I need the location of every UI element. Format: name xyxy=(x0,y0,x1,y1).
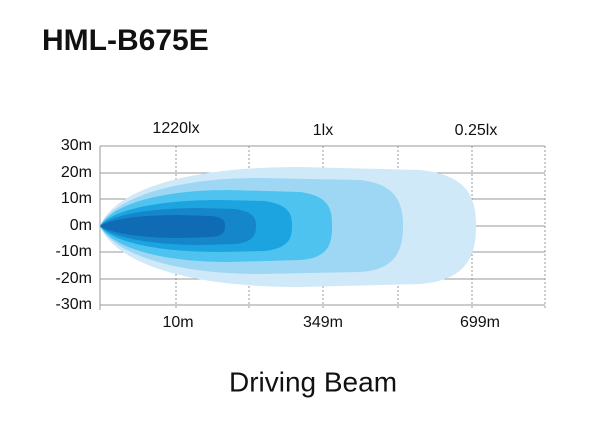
illuminance-label: 1lx xyxy=(313,122,333,139)
y-label: -10m xyxy=(56,243,92,260)
distance-label: 349m xyxy=(303,314,343,331)
distance-label: 699m xyxy=(460,314,500,331)
y-label: -20m xyxy=(56,270,92,287)
y-label: 10m xyxy=(61,190,92,207)
beam-pattern xyxy=(100,167,476,287)
y-label: 0m xyxy=(70,217,92,234)
y-label: 20m xyxy=(61,164,92,181)
title: HML-B675E xyxy=(42,24,209,57)
caption: Driving Beam xyxy=(229,366,397,397)
y-label: -30m xyxy=(56,296,92,313)
illuminance-label: 1220lx xyxy=(152,120,199,137)
illuminance-label: 0.25lx xyxy=(455,122,498,139)
y-label: 30m xyxy=(61,137,92,154)
beam-zone xyxy=(100,215,225,238)
distance-label: 10m xyxy=(162,314,193,331)
